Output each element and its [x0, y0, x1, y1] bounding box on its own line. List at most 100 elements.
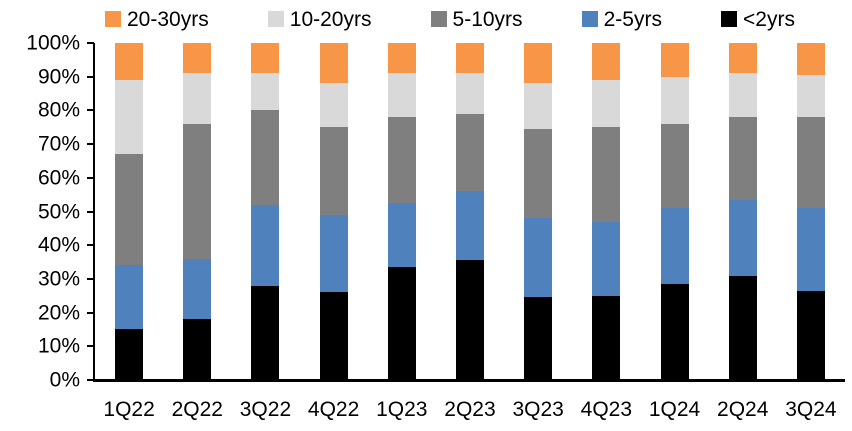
bar-1q23-segment-2-5yrs — [387, 203, 416, 268]
bar-2q24-segment-5-10yrs — [728, 117, 757, 200]
y-tick-mark — [87, 75, 94, 78]
bar-2q23-segment-10-20yrs — [456, 73, 484, 114]
bar-3q24-segment-20-30yrs — [796, 43, 825, 75]
bar-2q24-segment-10-20yrs — [728, 73, 757, 118]
bar-1q24-segment-20-30yrs — [660, 43, 689, 77]
bar-2q23-segment-20-30yrs — [456, 43, 484, 74]
bar-4q22-segment--2yrs — [319, 292, 348, 380]
bar-2q23-segment-5-10yrs — [456, 113, 484, 192]
y-tick-mark — [87, 345, 94, 348]
bar-1q24-segment-2-5yrs — [660, 208, 689, 284]
legend-swatch-icon — [105, 11, 121, 27]
y-tick-label: 20% — [37, 301, 80, 325]
bar-2q24-segment-20-30yrs — [728, 43, 757, 74]
x-axis-label-1q23: 1Q23 — [376, 398, 428, 421]
bar-1q23-segment-20-30yrs — [387, 43, 416, 74]
bar-4q22-segment-2-5yrs — [319, 214, 348, 293]
bar-1q22-segment-20-30yrs — [115, 43, 144, 81]
y-tick-mark — [87, 311, 94, 314]
y-tick-label: 50% — [37, 200, 80, 223]
x-axis-label-4q22: 4Q22 — [307, 398, 360, 421]
bar-1q23-segment--2yrs — [387, 267, 416, 380]
x-axis-line — [93, 379, 845, 382]
bar-2q22-segment--2yrs — [183, 319, 212, 380]
bar-2q22-segment-5-10yrs — [183, 123, 212, 259]
x-axis-label-3q24: 3Q24 — [785, 398, 837, 421]
bar-4q22-segment-20-30yrs — [319, 43, 348, 84]
bar-3q22-segment-20-30yrs — [251, 43, 280, 74]
legend: 20-30yrs 10-20yrs 5-10yrs 2-5yrs <2yrs — [105, 6, 795, 32]
bar-3q23-segment--2yrs — [524, 297, 553, 380]
bar-3q22-segment-5-10yrs — [251, 110, 280, 205]
bar-2q23-segment--2yrs — [456, 260, 484, 380]
bar-3q22-segment--2yrs — [251, 285, 280, 380]
y-tick-mark — [87, 42, 94, 44]
y-tick-label: 100% — [26, 31, 80, 55]
bar-1q22-segment-2-5yrs — [115, 265, 144, 330]
legend-label: 10-20yrs — [289, 7, 372, 31]
y-tick-label: 30% — [37, 267, 80, 291]
bar-3q24-segment--2yrs — [796, 290, 825, 380]
legend-item-5-10yrs: 5-10yrs — [430, 7, 523, 31]
bar-4q23-segment-2-5yrs — [592, 221, 621, 296]
y-tick-mark — [87, 109, 94, 112]
bar-3q24-segment-5-10yrs — [796, 117, 825, 209]
bar-2q24-segment-2-5yrs — [728, 199, 757, 276]
bar-4q23-segment-20-30yrs — [592, 43, 621, 81]
bar-4q23-segment--2yrs — [592, 295, 621, 380]
x-axis-label-1q24: 1Q24 — [648, 398, 701, 421]
bar-1q24-segment-5-10yrs — [660, 123, 689, 209]
bar-1q24-segment--2yrs — [660, 283, 689, 380]
legend-item--2yrs: <2yrs — [721, 9, 795, 30]
bar-3q24-segment-2-5yrs — [796, 208, 825, 291]
bar-3q22-segment-2-5yrs — [251, 204, 280, 286]
bar-3q23-segment-2-5yrs — [524, 218, 553, 298]
bar-3q23-segment-20-30yrs — [524, 43, 553, 84]
legend-swatch-icon — [430, 11, 447, 27]
y-tick-mark — [87, 379, 94, 381]
bar-1q23-segment-5-10yrs — [387, 117, 416, 204]
legend-swatch-icon — [267, 11, 284, 27]
legend-item-2-5yrs: 2-5yrs — [581, 7, 662, 31]
bar-4q22-segment-10-20yrs — [319, 83, 348, 128]
bar-2q22-segment-20-30yrs — [183, 43, 212, 74]
legend-item-10-20yrs: 10-20yrs — [267, 7, 372, 31]
x-axis-label-3q23: 3Q23 — [512, 398, 564, 421]
y-axis-line — [93, 43, 95, 382]
bar-2q24-segment--2yrs — [728, 275, 757, 380]
legend-label: <2yrs — [743, 7, 795, 31]
bar-3q23-segment-10-20yrs — [524, 83, 553, 129]
y-tick-label: 10% — [37, 334, 80, 358]
x-axis-label-2q22: 2Q22 — [171, 398, 223, 421]
bar-1q22-segment-5-10yrs — [115, 154, 144, 266]
bar-1q22-segment--2yrs — [115, 329, 144, 380]
y-tick-label: 80% — [37, 98, 80, 122]
y-tick-label: 70% — [37, 132, 80, 156]
x-axis-label-4q23: 4Q23 — [580, 398, 633, 421]
y-tick-label: 0% — [49, 368, 80, 392]
x-axis-label-3q22: 3Q22 — [239, 398, 292, 421]
bar-2q22-segment-10-20yrs — [183, 73, 212, 124]
legend-item-20-30yrs: 20-30yrs — [105, 9, 209, 30]
bar-3q22-segment-10-20yrs — [251, 73, 280, 111]
y-tick-mark — [87, 244, 94, 247]
x-axis-label-2q23: 2Q23 — [444, 398, 496, 421]
legend-label: 20-30yrs — [127, 7, 209, 31]
x-axis-label-1q22: 1Q22 — [103, 398, 155, 421]
legend-label: 2-5yrs — [603, 7, 662, 31]
legend-label: 5-10yrs — [452, 7, 523, 31]
y-tick-mark — [87, 176, 94, 179]
bar-4q22-segment-5-10yrs — [319, 127, 348, 215]
bar-3q23-segment-5-10yrs — [524, 128, 553, 219]
bar-1q22-segment-10-20yrs — [115, 80, 144, 155]
y-tick-mark — [87, 210, 94, 213]
bar-4q23-segment-10-20yrs — [592, 80, 621, 128]
y-tick-label: 60% — [37, 166, 80, 190]
y-tick-label: 40% — [37, 233, 80, 257]
legend-swatch-icon — [721, 11, 738, 27]
bar-2q23-segment-2-5yrs — [456, 191, 484, 261]
bar-4q23-segment-5-10yrs — [592, 127, 621, 222]
bar-1q24-segment-10-20yrs — [660, 76, 689, 124]
y-tick-mark — [87, 277, 94, 280]
